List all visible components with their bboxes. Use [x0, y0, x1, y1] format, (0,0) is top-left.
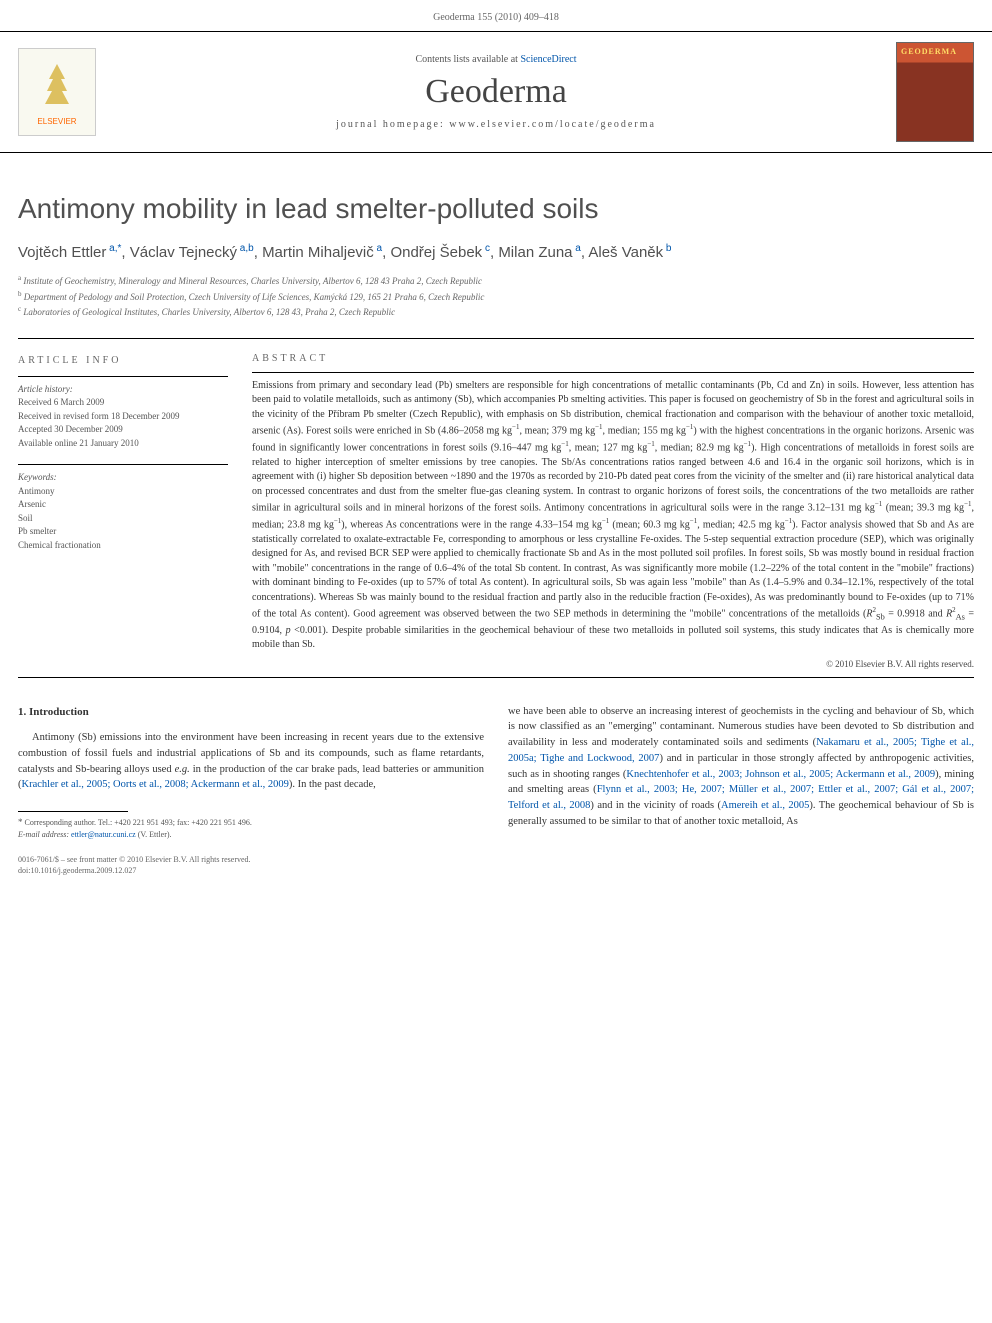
author: Ondřej Šebek c [390, 244, 490, 261]
history-head: Article history: [18, 383, 228, 397]
keyword: Pb smelter [18, 525, 228, 539]
abstract-label: ABSTRACT [252, 353, 974, 364]
running-head: Geoderma 155 (2010) 409–418 [0, 0, 992, 31]
abstract-copyright: © 2010 Elsevier B.V. All rights reserved… [252, 659, 974, 669]
journal-name: Geoderma [96, 73, 896, 111]
info-divider [18, 376, 228, 377]
homepage-prefix: journal homepage: [336, 119, 449, 130]
author: Aleš Vaněk b [588, 244, 671, 261]
author-list: Vojtěch Ettler a,*, Václav Tejnecký a,b,… [18, 243, 974, 261]
author-affil-sup: a [573, 243, 581, 254]
sciencedirect-link[interactable]: ScienceDirect [520, 54, 576, 65]
homepage-line: journal homepage: www.elsevier.com/locat… [96, 119, 896, 130]
tree-icon [37, 59, 77, 117]
abstract-column: ABSTRACT Emissions from primary and seco… [252, 353, 974, 669]
author-affil-sup: a,* [106, 243, 121, 254]
keyword: Arsenic [18, 498, 228, 512]
front-matter-line: 0016-7061/$ – see front matter © 2010 El… [18, 854, 974, 876]
article-info-label: ARTICLE INFO [18, 353, 228, 368]
author-affil-sup: c [482, 243, 490, 254]
affiliation: c Laboratories of Geological Institutes,… [18, 304, 974, 320]
star-icon: * [18, 817, 23, 827]
contents-line: Contents lists available at ScienceDirec… [96, 54, 896, 65]
body-columns: 1. Introduction Antimony (Sb) emissions … [18, 704, 974, 840]
keywords-head: Keywords: [18, 471, 228, 485]
author: Milan Zuna a [498, 244, 581, 261]
author-affil-sup: a,b [237, 243, 254, 254]
author-affil-sup: a [374, 243, 382, 254]
author: Vojtěch Ettler a,* [18, 244, 121, 261]
keyword: Antimony [18, 485, 228, 499]
issn-copyright: 0016-7061/$ – see front matter © 2010 El… [18, 855, 251, 864]
abstract-text: Emissions from primary and secondary lea… [252, 379, 974, 653]
divider-top [18, 338, 974, 339]
divider-bottom [18, 677, 974, 678]
body-col-right: we have been able to observe an increasi… [508, 704, 974, 840]
section-heading-1: 1. Introduction [18, 704, 484, 721]
corr-email-name: (V. Ettler). [138, 830, 172, 839]
body-col-left: 1. Introduction Antimony (Sb) emissions … [18, 704, 484, 840]
corresponding-author-footnote: * Corresponding author. Tel.: +420 221 9… [18, 816, 484, 840]
keywords-block: Keywords: AntimonyArsenicSoilPb smelterC… [18, 471, 228, 552]
banner-center: Contents lists available at ScienceDirec… [96, 54, 896, 130]
homepage-url[interactable]: www.elsevier.com/locate/geoderma [449, 119, 656, 130]
article-info: ARTICLE INFO Article history: Received 6… [18, 353, 228, 669]
journal-cover-thumbnail: GEODERMA [896, 42, 974, 142]
cover-title: GEODERMA [901, 47, 969, 56]
publisher-logo: ELSEVIER [18, 48, 96, 136]
contents-prefix: Contents lists available at [415, 54, 520, 65]
history-line: Accepted 30 December 2009 [18, 423, 228, 437]
footnote-divider [18, 811, 128, 812]
article-title: Antimony mobility in lead smelter-pollut… [18, 193, 974, 225]
author: Martin Mihaljevič a [262, 244, 382, 261]
author: Václav Tejnecký a,b [130, 244, 254, 261]
history-line: Received 6 March 2009 [18, 396, 228, 410]
email-label: E-mail address: [18, 830, 69, 839]
affiliation: b Department of Pedology and Soil Protec… [18, 289, 974, 305]
keyword: Chemical fractionation [18, 539, 228, 553]
history-line: Available online 21 January 2010 [18, 437, 228, 451]
journal-banner: ELSEVIER Contents lists available at Sci… [0, 31, 992, 153]
author-affil-sup: b [663, 243, 671, 254]
info-abstract-row: ARTICLE INFO Article history: Received 6… [18, 353, 974, 669]
history-block: Article history: Received 6 March 2009Re… [18, 383, 228, 451]
keyword: Soil [18, 512, 228, 526]
doi-line: doi:10.1016/j.geoderma.2009.12.027 [18, 866, 136, 875]
publisher-name: ELSEVIER [37, 117, 76, 126]
affiliation: a Institute of Geochemistry, Mineralogy … [18, 273, 974, 289]
corr-line: Corresponding author. Tel.: +420 221 951… [25, 818, 252, 827]
corr-email[interactable]: ettler@natur.cuni.cz [71, 830, 136, 839]
abstract-divider [252, 372, 974, 373]
history-line: Received in revised form 18 December 200… [18, 410, 228, 424]
affiliations: a Institute of Geochemistry, Mineralogy … [18, 273, 974, 320]
intro-paragraph-right: we have been able to observe an increasi… [508, 704, 974, 830]
intro-paragraph-left: Antimony (Sb) emissions into the environ… [18, 730, 484, 793]
keywords-divider [18, 464, 228, 465]
